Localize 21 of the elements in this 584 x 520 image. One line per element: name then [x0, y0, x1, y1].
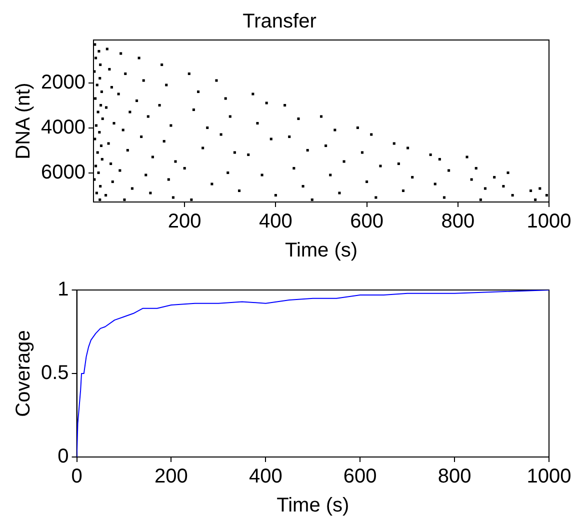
x-tick-label: 800 [438, 466, 472, 488]
y-tick-label: 0.5 [40, 362, 69, 384]
x-tick-label: 200 [154, 466, 188, 488]
x-tick-label: 400 [259, 210, 292, 233]
y-tick-label: 6000 [40, 161, 86, 184]
x-axis-title: Time (s) [276, 494, 350, 517]
x-tick-label: 1000 [526, 210, 572, 233]
x-tick-label: 600 [350, 210, 384, 233]
y-tick-label: 4000 [40, 116, 86, 138]
y-tick-label: 2000 [40, 71, 86, 94]
x-tick-label: 800 [441, 210, 475, 233]
y-tick-label: 1 [58, 278, 69, 301]
x-axis-title: Time (s) [284, 240, 358, 262]
x-tick-label: 1000 [526, 466, 572, 488]
y-axis-title: Coverage [12, 330, 35, 417]
x-tick-label: 400 [248, 466, 282, 488]
y-tick-label: 0 [58, 446, 69, 468]
x-tick-label: 200 [168, 210, 202, 233]
y-axis-title: DNA (nt) [12, 82, 35, 160]
chart-title: Transfer [242, 10, 317, 33]
x-tick-label: 600 [343, 466, 377, 488]
